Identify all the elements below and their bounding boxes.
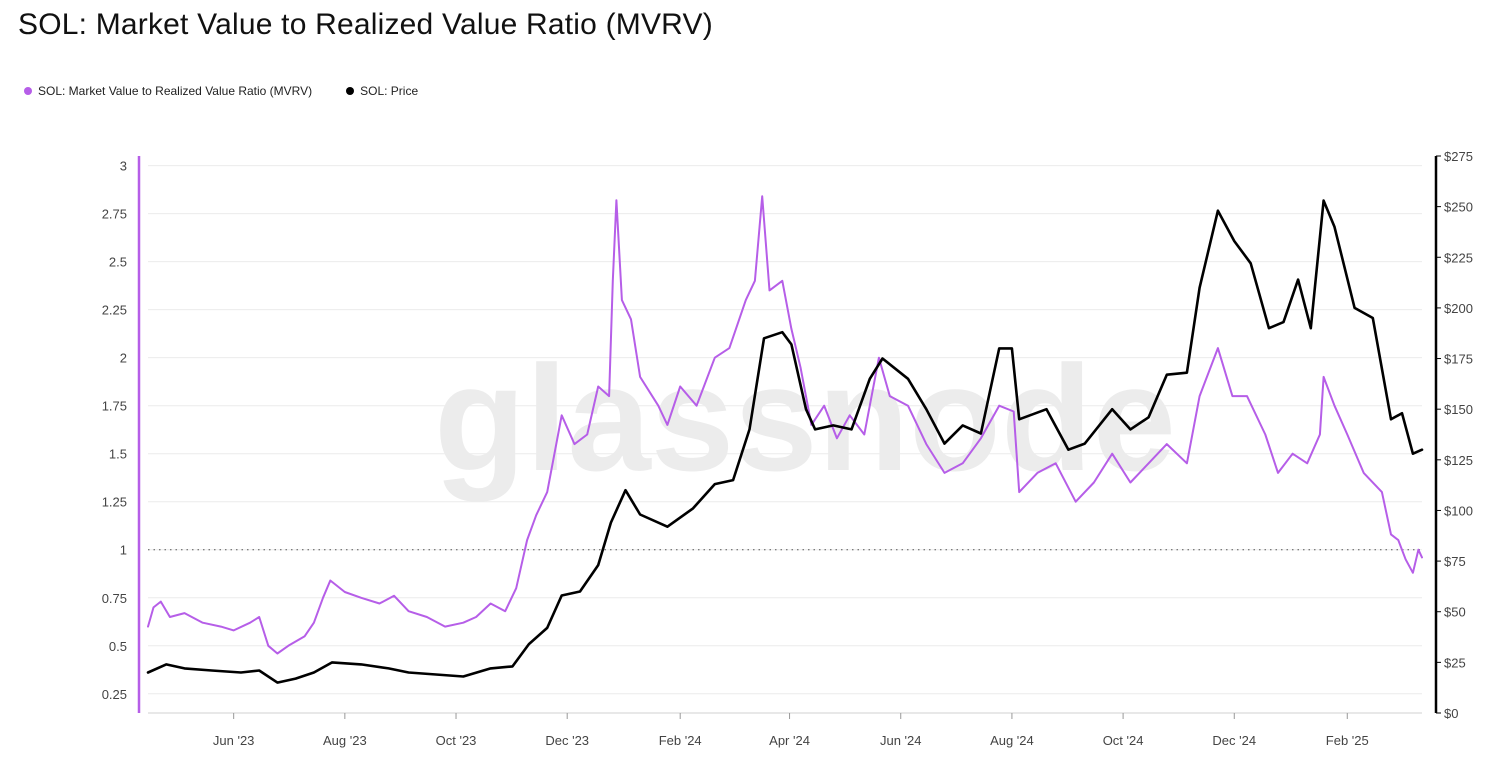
legend-dot-mvrv — [24, 87, 32, 95]
x-tick-label: Dec '24 — [1212, 733, 1256, 748]
legend: SOL: Market Value to Realized Value Rati… — [24, 84, 418, 98]
y-right-tick-label: $0 — [1444, 706, 1458, 721]
y-right-tick-label: $25 — [1444, 655, 1466, 670]
y-left-tick-label: 0.5 — [109, 639, 127, 654]
x-tick-label: Feb '25 — [1326, 733, 1369, 748]
x-tick-label: Feb '24 — [659, 733, 702, 748]
y-left-tick-label: 2.5 — [109, 255, 127, 270]
y-right-tick-label: $125 — [1444, 453, 1473, 468]
y-left-tick-label: 1.75 — [102, 399, 127, 414]
y-left-tick-label: 1.25 — [102, 495, 127, 510]
legend-label-mvrv: SOL: Market Value to Realized Value Rati… — [38, 84, 313, 98]
legend-item-mvrv[interactable]: SOL: Market Value to Realized Value Rati… — [24, 84, 312, 98]
y-right-tick-label: $100 — [1444, 503, 1473, 518]
y-right-tick-label: $250 — [1444, 200, 1473, 215]
y-left-tick-label: 2.75 — [102, 207, 127, 222]
y-right-tick-label: $50 — [1444, 605, 1466, 620]
x-tick-label: Oct '24 — [1103, 733, 1144, 748]
y-right-tick-label: $175 — [1444, 352, 1473, 367]
x-tick-label: Apr '24 — [769, 733, 810, 748]
legend-dot-price — [346, 87, 355, 95]
x-tick-label: Oct '23 — [436, 733, 477, 748]
y-left-tick-label: 3 — [120, 159, 127, 174]
y-right-tick-label: $150 — [1444, 402, 1473, 417]
y-right-tick-label: $275 — [1444, 149, 1473, 164]
watermark: glassnode — [434, 334, 1176, 502]
y-right-tick-label: $225 — [1444, 250, 1473, 265]
y-right-tick-label: $200 — [1444, 301, 1473, 316]
x-tick-label: Dec '23 — [545, 733, 589, 748]
y-left-tick-label: 2.25 — [102, 303, 127, 318]
y-left-tick-label: 1.5 — [109, 447, 127, 462]
series-line-price — [146, 199, 1424, 684]
y-left-tick-label: 2 — [120, 351, 127, 366]
legend-item-price[interactable]: SOL: Price — [346, 84, 418, 98]
x-tick-label: Aug '24 — [990, 733, 1034, 748]
x-tick-label: Aug '23 — [323, 733, 367, 748]
y-left-tick-label: 1 — [120, 543, 127, 558]
x-tick-label: Jun '24 — [880, 733, 922, 748]
x-tick-label: Jun '23 — [213, 733, 255, 748]
y-right-tick-label: $75 — [1444, 554, 1466, 569]
y-left-tick-label: 0.75 — [102, 591, 127, 606]
legend-label-price: SOL: Price — [360, 84, 419, 98]
chart-title: SOL: Market Value to Realized Value Rati… — [18, 8, 713, 41]
y-left-tick-label: 0.25 — [102, 687, 127, 702]
series-line-mvrv — [147, 195, 1423, 655]
